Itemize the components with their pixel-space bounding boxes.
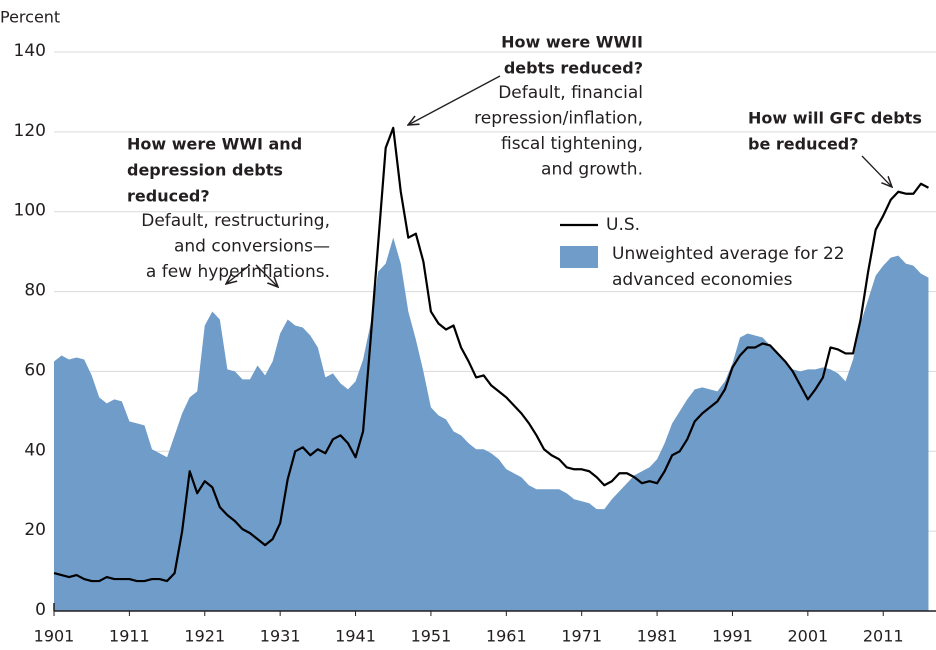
x-tick-label: 1991 bbox=[712, 627, 753, 646]
x-tick-label: 1911 bbox=[109, 627, 150, 646]
y-tick-label: 120 bbox=[14, 121, 46, 141]
x-tick-label: 2011 bbox=[863, 627, 904, 646]
annotation-text: Default, financial bbox=[498, 83, 643, 103]
annotation-text: repression/inflation, bbox=[474, 109, 643, 129]
y-tick-label: 80 bbox=[24, 281, 46, 301]
x-tick-label: 1981 bbox=[637, 627, 678, 646]
x-tick-label: 1961 bbox=[486, 627, 527, 646]
annotation-text: and conversions— bbox=[174, 237, 330, 257]
annotation-title: depression debts bbox=[127, 161, 283, 180]
annotation-text: a few hyperinflations. bbox=[146, 262, 330, 282]
x-tick-label: 2001 bbox=[787, 627, 828, 646]
y-tick-label: 0 bbox=[35, 600, 46, 620]
arrow bbox=[255, 264, 278, 287]
y-tick-label: 140 bbox=[14, 41, 46, 61]
annotation-text: Default, restructuring, bbox=[141, 211, 330, 231]
y-tick-label: 60 bbox=[24, 360, 46, 380]
x-tick-label: 1941 bbox=[335, 627, 376, 646]
arrow bbox=[861, 155, 892, 187]
x-tick-label: 1931 bbox=[260, 627, 301, 646]
x-tick-label: 1951 bbox=[411, 627, 452, 646]
annotation-text: fiscal tightening, bbox=[501, 134, 643, 154]
x-tick-label: 1971 bbox=[561, 627, 602, 646]
legend-label: Unweighted average for 22 advanced econo… bbox=[612, 244, 845, 290]
legend-swatch bbox=[560, 246, 598, 268]
legend-label: U.S. bbox=[606, 215, 640, 235]
area bbox=[54, 237, 929, 612]
annotation-title: How were WWII bbox=[501, 33, 643, 52]
annotation-text: and growth. bbox=[541, 160, 643, 180]
annotation-title: How were WWI and bbox=[127, 135, 302, 154]
legend-label-box: Unweighted average for 22 advanced econo… bbox=[612, 244, 845, 290]
arrow bbox=[226, 264, 251, 284]
y-tick-label: 100 bbox=[14, 201, 46, 221]
line bbox=[53, 126, 929, 583]
arrow bbox=[408, 75, 501, 125]
annotation-title: be reduced? bbox=[748, 135, 859, 154]
annotation-title: reduced? bbox=[127, 187, 210, 206]
y-tick-label: 40 bbox=[24, 440, 46, 460]
x-tick-label: 1901 bbox=[34, 627, 75, 646]
y-axis-label: Percent bbox=[0, 8, 60, 27]
x-tick-label: 1921 bbox=[184, 627, 225, 646]
annotation-title: debts reduced? bbox=[504, 59, 643, 78]
annotation-title: How will GFC debts bbox=[748, 109, 922, 128]
y-tick-label: 20 bbox=[24, 520, 46, 540]
